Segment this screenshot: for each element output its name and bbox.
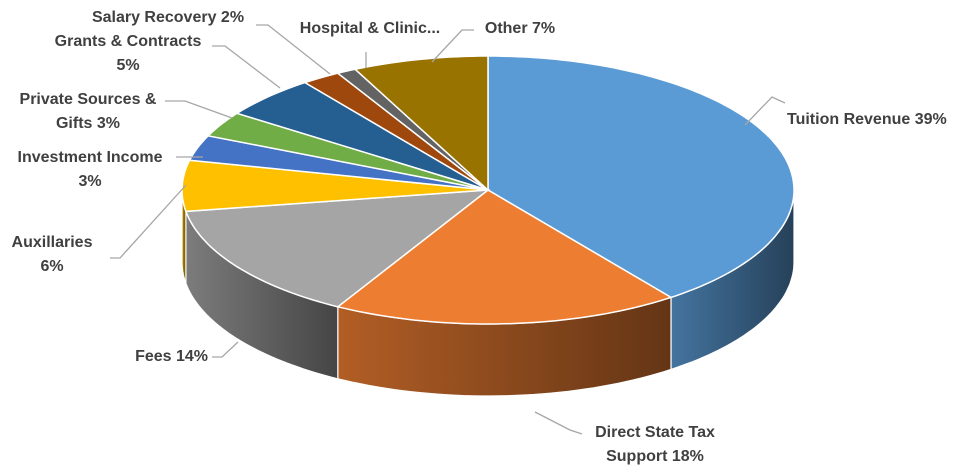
pie-slice <box>303 72 489 191</box>
pie-slice <box>184 189 491 308</box>
data-label: Hospital & Clinic... <box>300 20 440 37</box>
data-label: Tuition Revenue 39% <box>787 111 947 128</box>
pie-slice <box>181 159 489 213</box>
data-label: Fees 14% <box>135 348 208 365</box>
data-label: Auxillaries <box>12 234 93 251</box>
data-label: Investment Income <box>18 149 163 166</box>
pie-slice <box>336 189 673 325</box>
pie-slice <box>206 112 489 191</box>
data-label: Support 18% <box>606 448 704 465</box>
data-label: 6% <box>40 258 63 275</box>
leader-line <box>431 29 474 63</box>
leader-line <box>256 24 331 75</box>
leader-line <box>212 341 239 358</box>
leader-line <box>165 100 233 119</box>
leader-line <box>212 45 281 89</box>
data-label: Other 7% <box>485 20 555 37</box>
data-label: Gifts 3% <box>56 115 120 132</box>
leader-line <box>744 96 786 126</box>
pie-slice <box>188 134 489 191</box>
data-label: 5% <box>116 57 139 74</box>
data-label: Private Sources & <box>20 91 157 108</box>
leader-line <box>534 411 583 435</box>
data-label: Direct State Tax <box>595 424 715 441</box>
pie-slice <box>487 55 795 299</box>
pie-slice <box>235 81 489 191</box>
data-label: 3% <box>78 173 101 190</box>
data-label: Grants & Contracts <box>55 33 202 50</box>
data-label: Salary Recovery 2% <box>92 9 244 26</box>
pie-slice <box>353 55 489 192</box>
leader-line <box>110 184 187 259</box>
